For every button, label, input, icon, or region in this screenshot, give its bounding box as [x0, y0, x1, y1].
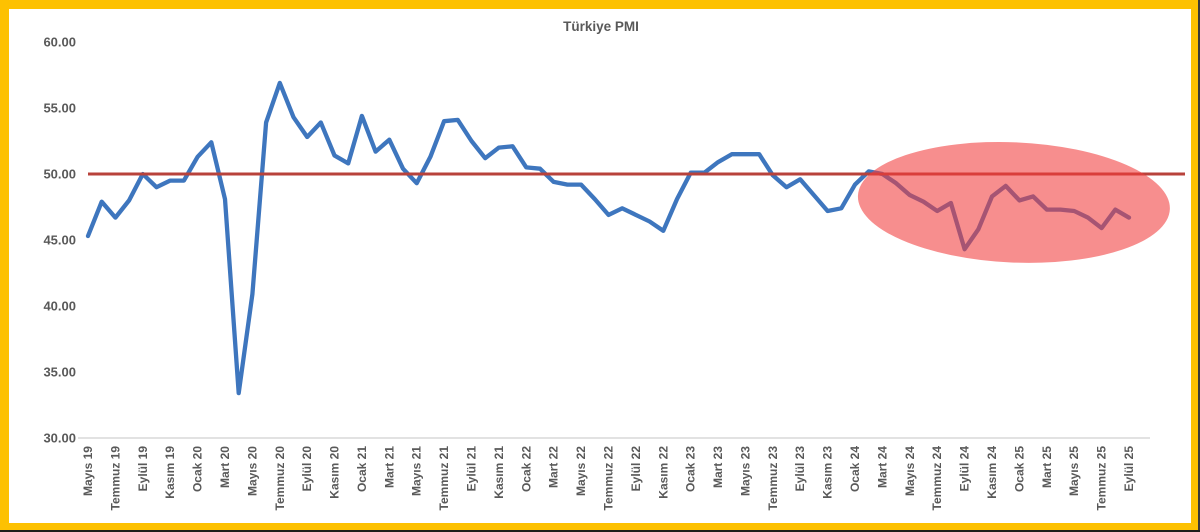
y-tick-label: 45.00: [43, 233, 76, 248]
x-tick-label: Eylül 24: [958, 446, 972, 492]
x-tick-label: Ocak 22: [519, 446, 533, 492]
x-tick-label: Mart 22: [547, 446, 561, 488]
x-tick-label: Mayıs 25: [1067, 446, 1081, 496]
y-tick-label: 35.00: [43, 365, 76, 380]
x-tick-label: Temmuz 21: [437, 446, 451, 511]
x-tick-label: Ocak 21: [355, 446, 369, 492]
x-tick-label: Temmuz 23: [766, 446, 780, 511]
x-tick-label: Mayıs 22: [574, 446, 588, 496]
x-tick-label: Ocak 25: [1012, 446, 1026, 492]
x-tick-label: Mayıs 20: [245, 446, 259, 496]
highlight-ellipse: [857, 141, 1170, 263]
x-tick-label: Temmuz 20: [273, 446, 287, 511]
screenshot-bottom-edge: [0, 530, 1200, 532]
x-tick-label: Mart 20: [218, 446, 232, 488]
screenshot-right-edge: [1198, 0, 1200, 532]
x-tick-label: Kasım 21: [492, 446, 506, 499]
x-tick-label: Eylül 19: [136, 446, 150, 492]
y-axis-tick-labels: 60.00 55.00 50.00 45.00 40.00 35.00 30.00: [43, 35, 76, 446]
y-tick-label: 40.00: [43, 299, 76, 314]
x-tick-label: Mart 23: [711, 446, 725, 488]
x-tick-label: Mart 25: [1040, 446, 1054, 488]
x-tick-label: Ocak 20: [191, 446, 205, 492]
x-tick-label: Mart 24: [875, 446, 889, 488]
x-axis-tick-labels: Mayıs 19 Temmuz 19 Eylül 19 Kasım 19 Ocak 20…: [81, 446, 1136, 511]
x-tick-label: Eylül 21: [465, 446, 479, 492]
x-tick-label: Eylül 23: [793, 446, 807, 492]
x-tick-label: Temmuz 24: [930, 446, 944, 511]
x-tick-label: Temmuz 19: [108, 446, 122, 511]
x-tick-label: Mayıs 21: [410, 446, 424, 496]
y-tick-label: 50.00: [43, 167, 76, 182]
x-tick-label: Mayıs 23: [738, 446, 752, 496]
chart-title: Türkiye PMI: [563, 19, 639, 34]
x-tick-label: Kasım 24: [985, 446, 999, 499]
x-tick-label: Mayıs 24: [903, 446, 917, 496]
x-tick-label: Temmuz 25: [1095, 446, 1109, 511]
x-tick-label: Ocak 23: [684, 446, 698, 492]
y-tick-label: 60.00: [43, 35, 76, 50]
x-tick-label: Kasım 20: [328, 446, 342, 499]
x-tick-label: Ocak 24: [848, 446, 862, 492]
y-tick-label: 55.00: [43, 101, 76, 116]
x-tick-label: Kasım 22: [656, 446, 670, 499]
x-tick-label: Eylül 20: [300, 446, 314, 492]
x-tick-label: Temmuz 22: [601, 446, 615, 511]
x-tick-label: Kasım 19: [163, 446, 177, 499]
x-tick-label: Eylül 25: [1122, 446, 1136, 492]
x-tick-label: Mart 21: [382, 446, 396, 488]
x-tick-label: Mayıs 19: [81, 446, 95, 496]
x-tick-label: Kasım 23: [821, 446, 835, 499]
x-tick-label: Eylül 22: [629, 446, 643, 492]
y-tick-label: 30.00: [43, 431, 76, 446]
contraction-highlight-ellipse: [857, 141, 1170, 263]
